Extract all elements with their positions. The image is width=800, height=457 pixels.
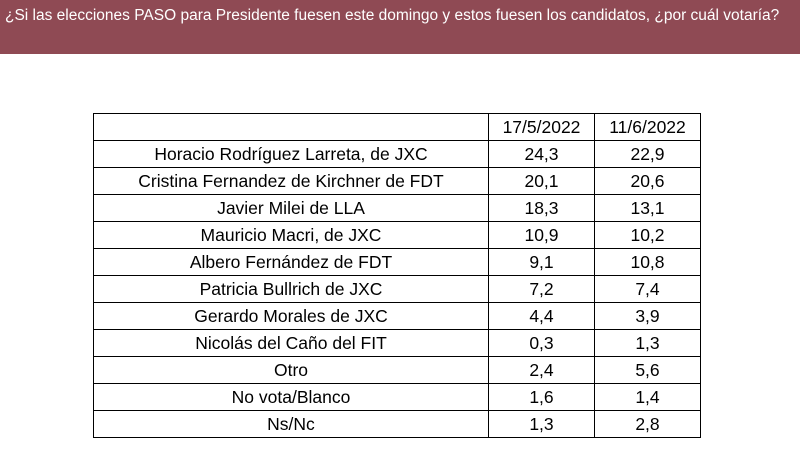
candidate-name: Mauricio Macri, de JXC <box>93 221 489 249</box>
value-date-2: 2,8 <box>594 410 701 438</box>
corner-cell <box>93 113 489 141</box>
value-date-2: 3,9 <box>594 302 701 330</box>
column-header-date-1: 17/5/2022 <box>488 113 595 141</box>
question-text: ¿Si las elecciones PASO para Presidente … <box>5 7 780 24</box>
table-row: Cristina Fernandez de Kirchner de FDT 20… <box>93 167 701 195</box>
value-date-2: 22,9 <box>594 140 701 168</box>
candidate-name: Javier Milei de LLA <box>93 194 489 222</box>
value-date-1: 0,3 <box>488 329 595 357</box>
value-date-2: 1,4 <box>594 383 701 411</box>
candidate-name: Patricia Bullrich de JXC <box>93 275 489 303</box>
poll-results-table: 17/5/2022 11/6/2022 Horacio Rodríguez La… <box>93 113 701 438</box>
value-date-2: 5,6 <box>594 356 701 384</box>
value-date-1: 18,3 <box>488 194 595 222</box>
value-date-2: 1,3 <box>594 329 701 357</box>
value-date-2: 10,8 <box>594 248 701 276</box>
value-date-1: 1,3 <box>488 410 595 438</box>
value-date-2: 13,1 <box>594 194 701 222</box>
candidate-name: Cristina Fernandez de Kirchner de FDT <box>93 167 489 195</box>
question-header: ¿Si las elecciones PASO para Presidente … <box>0 0 800 54</box>
value-date-1: 1,6 <box>488 383 595 411</box>
value-date-2: 20,6 <box>594 167 701 195</box>
table-row: Nicolás del Caño del FIT 0,3 1,3 <box>93 329 701 357</box>
candidate-name: Horacio Rodríguez Larreta, de JXC <box>93 140 489 168</box>
value-date-1: 2,4 <box>488 356 595 384</box>
candidate-name: Albero Fernández de FDT <box>93 248 489 276</box>
table-row: Ns/Nc 1,3 2,8 <box>93 410 701 438</box>
candidate-name: Otro <box>93 356 489 384</box>
column-header-date-2: 11/6/2022 <box>594 113 701 141</box>
value-date-1: 7,2 <box>488 275 595 303</box>
table-row: Albero Fernández de FDT 9,1 10,8 <box>93 248 701 276</box>
value-date-1: 20,1 <box>488 167 595 195</box>
table-row: Otro 2,4 5,6 <box>93 356 701 384</box>
value-date-1: 10,9 <box>488 221 595 249</box>
value-date-1: 4,4 <box>488 302 595 330</box>
value-date-2: 7,4 <box>594 275 701 303</box>
value-date-1: 24,3 <box>488 140 595 168</box>
table-row: Horacio Rodríguez Larreta, de JXC 24,3 2… <box>93 140 701 168</box>
candidate-name: No vota/Blanco <box>93 383 489 411</box>
table-header-row: 17/5/2022 11/6/2022 <box>93 113 701 141</box>
candidate-name: Nicolás del Caño del FIT <box>93 329 489 357</box>
table-row: Javier Milei de LLA 18,3 13,1 <box>93 194 701 222</box>
table-row: No vota/Blanco 1,6 1,4 <box>93 383 701 411</box>
value-date-1: 9,1 <box>488 248 595 276</box>
candidate-name: Ns/Nc <box>93 410 489 438</box>
value-date-2: 10,2 <box>594 221 701 249</box>
table-row: Gerardo Morales de JXC 4,4 3,9 <box>93 302 701 330</box>
candidate-name: Gerardo Morales de JXC <box>93 302 489 330</box>
table-row: Mauricio Macri, de JXC 10,9 10,2 <box>93 221 701 249</box>
table-row: Patricia Bullrich de JXC 7,2 7,4 <box>93 275 701 303</box>
